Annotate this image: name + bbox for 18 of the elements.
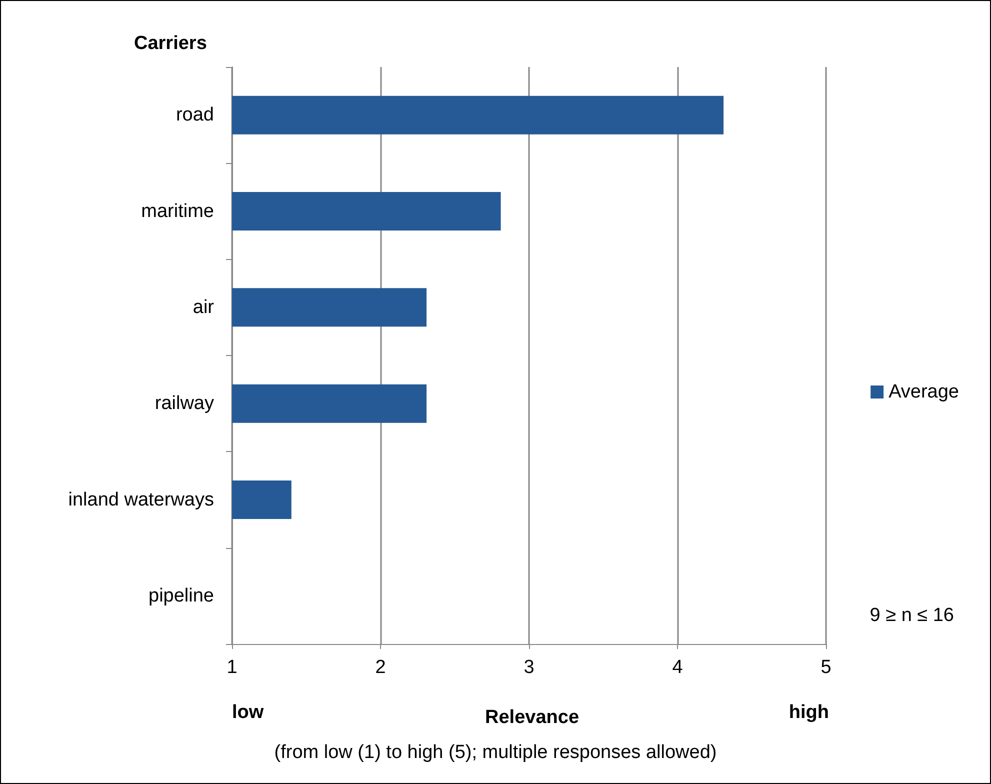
y-tick-label: air [192, 296, 215, 318]
x-tick-label: 2 [375, 657, 386, 678]
y-tick-label: pipeline [148, 585, 214, 606]
x-tick-label: 4 [672, 657, 684, 678]
y-tick-label: railway [154, 393, 214, 414]
y-tick-label: road [176, 104, 214, 126]
text: (from low (1) to high (5); multiple responses allowed) [274, 742, 717, 763]
y-tick-label: inland waterways [68, 489, 214, 510]
y-axis-title: Carriers [134, 33, 207, 54]
x-axis-title: Relevance [484, 707, 580, 728]
x-tick-label: 3 [524, 657, 534, 678]
x-tick-label: 5 [820, 657, 832, 678]
y-tick-label: maritime [141, 200, 214, 222]
legend-label: Average [888, 382, 960, 402]
text: low [232, 702, 264, 723]
x-tick-label: 1 [226, 657, 238, 678]
text: 9 ≥ n ≤ 16 [870, 605, 954, 626]
text: high [788, 702, 830, 723]
